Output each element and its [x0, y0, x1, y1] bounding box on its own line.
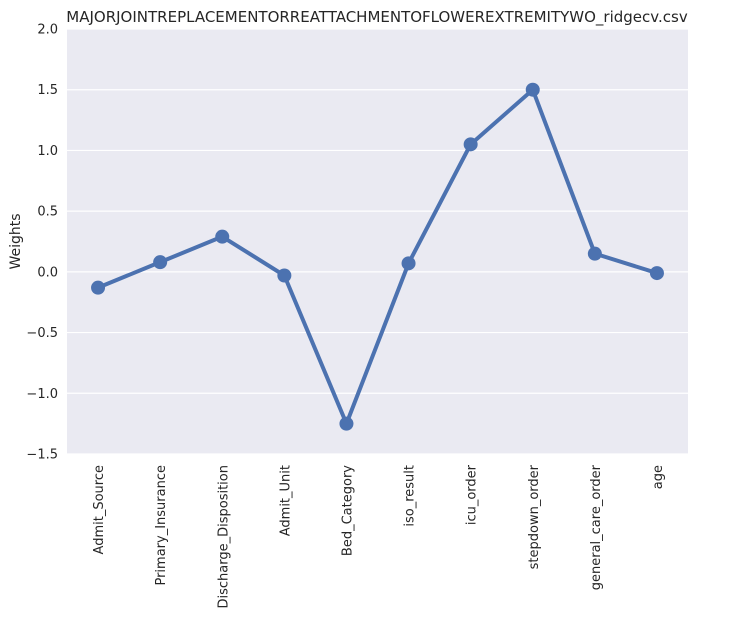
x-tick-labels: Admit_Source Primary_Insurance Discharge_D… [92, 464, 666, 608]
data-point [153, 255, 168, 270]
chart-title: MAJORJOINTREPLACEMENTORREATTACHMENTOFLOW… [66, 8, 688, 27]
data-point [463, 137, 478, 152]
y-tick-label: −1.5 [26, 448, 58, 463]
x-tick-label: Discharge_Disposition [216, 465, 231, 609]
data-point [277, 268, 292, 283]
data-point [215, 229, 230, 244]
y-tick-label: 1.0 [37, 144, 58, 159]
data-point [525, 82, 540, 97]
x-tick-label: Admit_Unit [278, 465, 293, 536]
y-tick-label: 2.0 [37, 23, 58, 38]
y-tick-label: 0.5 [37, 205, 58, 220]
data-point [587, 246, 602, 261]
series-line [96, 87, 659, 426]
plot-area [67, 29, 688, 454]
y-tick-label: −1.0 [26, 387, 58, 402]
x-tick-label: Primary_Insurance [154, 465, 169, 586]
x-tick-label: Admit_Source [92, 465, 107, 554]
y-tick-label: 0.0 [37, 265, 58, 280]
data-point [649, 266, 664, 281]
data-point [91, 280, 106, 295]
y-tick-label: 1.5 [37, 83, 58, 98]
x-tick-label: age [651, 465, 666, 489]
data-point [401, 256, 416, 271]
x-tick-label: Bed_Category [340, 465, 355, 556]
x-tick-label: general_care_order [589, 464, 604, 590]
y-axis-label: Weights [8, 213, 24, 269]
y-tick-label: −0.5 [26, 326, 58, 341]
x-tick-label: icu_order [465, 464, 480, 525]
y-tick-labels: 2.0 1.5 1.0 0.5 0.0 −0.5 −1.0 −1.5 [26, 23, 58, 463]
series-layer [91, 82, 664, 431]
data-point [339, 416, 354, 431]
x-tick-label: iso_result [403, 465, 418, 527]
grid-lines [67, 28, 688, 455]
x-tick-label: stepdown_order [527, 464, 542, 569]
